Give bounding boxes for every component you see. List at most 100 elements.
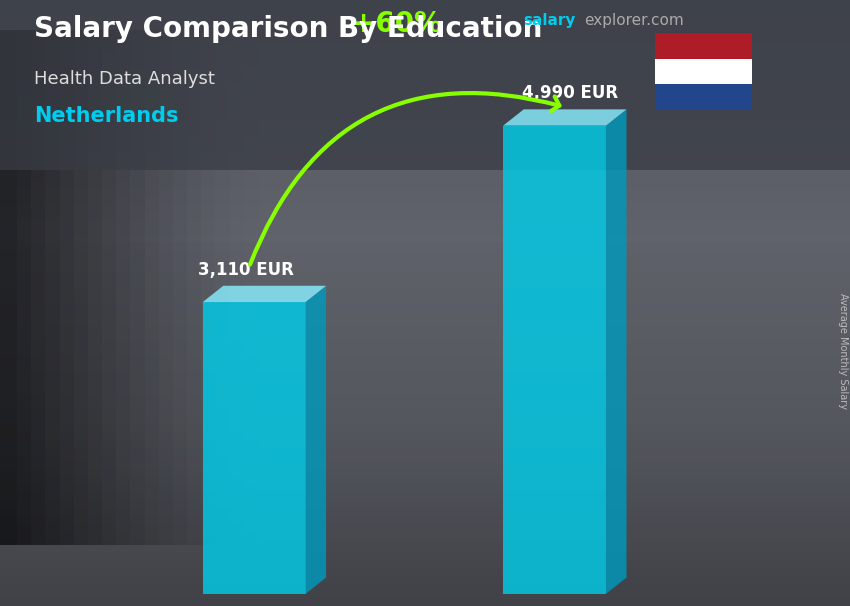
Bar: [0, 220, 850, 227]
Polygon shape: [503, 125, 606, 594]
Bar: [0, 333, 850, 341]
Bar: [0, 30, 45, 545]
Bar: [0, 0, 850, 170]
Bar: [0, 500, 850, 508]
Bar: [0, 409, 850, 417]
Bar: [0, 454, 850, 462]
Text: Health Data Analyst: Health Data Analyst: [34, 70, 215, 88]
Bar: [0, 30, 244, 545]
Bar: [0, 53, 850, 61]
Bar: [0, 212, 850, 220]
Bar: [0, 30, 60, 545]
Bar: [0, 30, 102, 545]
Bar: [0, 91, 850, 98]
Polygon shape: [503, 109, 626, 125]
Bar: [0, 144, 850, 152]
Bar: [0, 591, 850, 599]
Bar: [0, 30, 17, 545]
Bar: [0, 68, 850, 76]
Bar: [0, 387, 850, 394]
Bar: [0, 326, 850, 333]
Bar: [0, 23, 850, 30]
Bar: [0, 106, 850, 114]
Bar: [0, 568, 850, 576]
Bar: [0, 8, 850, 15]
Bar: [0, 273, 850, 280]
Bar: [0, 447, 850, 454]
Bar: [0, 583, 850, 591]
Polygon shape: [305, 286, 326, 594]
Bar: [0, 61, 850, 68]
Bar: [0, 15, 850, 22]
Bar: [0, 30, 230, 545]
Bar: [0, 38, 850, 45]
Bar: [0, 30, 144, 545]
Polygon shape: [203, 302, 305, 594]
Bar: [0, 530, 850, 538]
Text: salary: salary: [523, 13, 575, 28]
Polygon shape: [203, 286, 326, 302]
Bar: [0, 462, 850, 470]
Bar: [0, 470, 850, 478]
Bar: [0, 364, 850, 371]
Bar: [0, 258, 850, 265]
Bar: [0, 424, 850, 431]
Bar: [0, 30, 187, 545]
Bar: [0, 128, 850, 136]
Bar: [0, 121, 850, 129]
Bar: [0, 394, 850, 401]
Text: Salary Comparison By Education: Salary Comparison By Education: [34, 15, 542, 43]
Bar: [0, 288, 850, 296]
Bar: [0, 280, 850, 288]
Bar: [654, 84, 752, 109]
Bar: [0, 98, 850, 106]
Bar: [0, 417, 850, 424]
Bar: [0, 175, 850, 182]
Bar: [0, 136, 850, 144]
Bar: [0, 227, 850, 235]
Bar: [0, 250, 850, 258]
Bar: [0, 159, 850, 167]
Text: 3,110 EUR: 3,110 EUR: [198, 261, 294, 279]
Bar: [0, 204, 850, 212]
Bar: [0, 45, 850, 53]
Bar: [0, 30, 215, 545]
Bar: [0, 401, 850, 409]
Bar: [0, 30, 159, 545]
Bar: [0, 242, 850, 250]
Bar: [0, 189, 850, 197]
Bar: [0, 431, 850, 439]
Bar: [0, 30, 116, 545]
Bar: [0, 553, 850, 561]
Bar: [0, 0, 850, 7]
Bar: [0, 30, 130, 545]
Bar: [0, 30, 31, 545]
Bar: [0, 30, 850, 38]
Bar: [0, 182, 850, 189]
Bar: [0, 152, 850, 159]
Bar: [0, 30, 88, 545]
Bar: [0, 478, 850, 485]
Text: 4,990 EUR: 4,990 EUR: [522, 84, 619, 102]
Bar: [654, 59, 752, 84]
Bar: [0, 114, 850, 121]
Bar: [0, 522, 850, 530]
Bar: [0, 265, 850, 273]
Bar: [0, 84, 850, 91]
Bar: [0, 303, 850, 310]
Bar: [0, 485, 850, 492]
Bar: [0, 356, 850, 364]
Bar: [0, 311, 850, 318]
Text: explorer.com: explorer.com: [584, 13, 683, 28]
Bar: [0, 30, 74, 545]
Bar: [0, 561, 850, 568]
Bar: [0, 167, 850, 175]
Bar: [0, 439, 850, 447]
Bar: [0, 197, 850, 205]
Bar: [0, 30, 201, 545]
Polygon shape: [606, 109, 626, 594]
Text: Netherlands: Netherlands: [34, 106, 178, 126]
Bar: [0, 76, 850, 83]
Bar: [0, 599, 850, 606]
Bar: [0, 371, 850, 379]
